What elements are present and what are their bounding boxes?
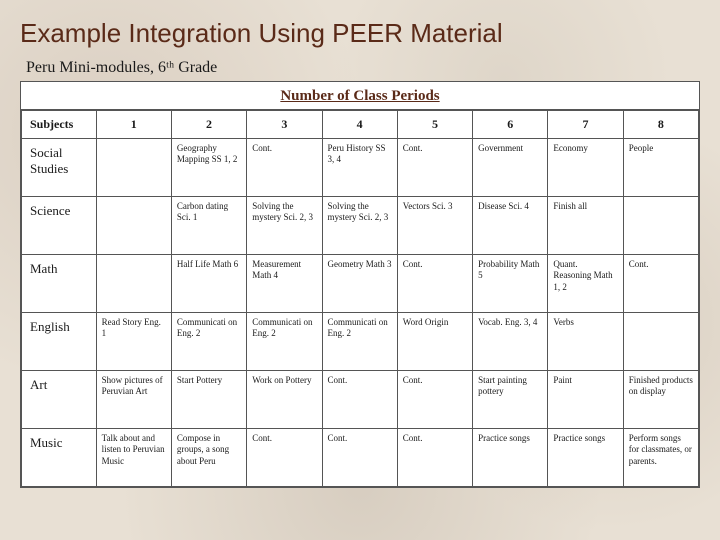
data-cell: Peru History SS 3, 4 [322,139,397,197]
subject-cell: Social Studies [22,139,97,197]
integration-table: Subjects 1 2 3 4 5 6 7 8 Social Studies G… [21,110,699,487]
table-row: ScienceCarbon dating Sci. 1Solving the m… [22,197,699,255]
data-cell: Cont. [322,429,397,487]
data-cell: Practice songs [548,429,623,487]
data-cell: Measurement Math 4 [247,255,322,313]
data-cell: Word Origin [397,313,472,371]
data-cell: Start Pottery [171,371,246,429]
data-cell: Solving the mystery Sci. 2, 3 [247,197,322,255]
data-cell [96,255,171,313]
data-cell: Perform songs for classmates, or parents… [623,429,698,487]
data-cell: Cont. [397,139,472,197]
data-cell: Compose in groups, a song about Peru [171,429,246,487]
data-cell: Cont. [397,255,472,313]
data-cell: Carbon dating Sci. 1 [171,197,246,255]
subject-cell: Science [22,197,97,255]
table-row: ArtShow pictures of Peruvian ArtStart Po… [22,371,699,429]
page-subtitle: Peru Mini-modules, 6ᵗʰ Grade [26,59,700,77]
page-title: Example Integration Using PEER Material [20,18,700,49]
data-cell: Economy [548,139,623,197]
col-header-4: 4 [322,111,397,139]
table-row: EnglishRead Story Eng. 1Communicati on E… [22,313,699,371]
data-cell: Cont. [247,429,322,487]
data-cell: Probability Math 5 [473,255,548,313]
data-cell: Disease Sci. 4 [473,197,548,255]
data-cell: Start painting pottery [473,371,548,429]
data-cell: Work on Pottery [247,371,322,429]
data-cell: Communicati on Eng. 2 [247,313,322,371]
data-cell: Vectors Sci. 3 [397,197,472,255]
data-cell: Half Life Math 6 [171,255,246,313]
data-cell: Solving the mystery Sci. 2, 3 [322,197,397,255]
table-row: MusicTalk about and listen to Peruvian M… [22,429,699,487]
subject-cell: Art [22,371,97,429]
data-cell: Practice songs [473,429,548,487]
data-cell [96,197,171,255]
data-cell: Cont. [397,429,472,487]
data-cell: Talk about and listen to Peruvian Music [96,429,171,487]
data-cell: Communicati on Eng. 2 [322,313,397,371]
data-cell: Read Story Eng. 1 [96,313,171,371]
table-container: Number of Class Periods Subjects 1 2 3 4… [20,81,700,488]
data-cell: Finished products on display [623,371,698,429]
table-row: Social StudiesGeography Mapping SS 1, 2C… [22,139,699,197]
periods-header: Number of Class Periods [21,82,699,110]
data-cell [623,197,698,255]
table-header-row: Subjects 1 2 3 4 5 6 7 8 [22,111,699,139]
data-cell: Verbs [548,313,623,371]
data-cell: Vocab. Eng. 3, 4 [473,313,548,371]
data-cell: Finish all [548,197,623,255]
data-cell: Quant. Reasoning Math 1, 2 [548,255,623,313]
col-header-1: 1 [96,111,171,139]
data-cell: Government [473,139,548,197]
col-header-subjects: Subjects [22,111,97,139]
table-row: Math Half Life Math 6Measurement Math 4Ge… [22,255,699,313]
col-header-7: 7 [548,111,623,139]
data-cell: Show pictures of Peruvian Art [96,371,171,429]
subject-cell: Music [22,429,97,487]
col-header-8: 8 [623,111,698,139]
data-cell: Geography Mapping SS 1, 2 [171,139,246,197]
col-header-3: 3 [247,111,322,139]
data-cell: Paint [548,371,623,429]
data-cell: Cont. [397,371,472,429]
subject-cell: English [22,313,97,371]
data-cell: Geometry Math 3 [322,255,397,313]
data-cell: Cont. [623,255,698,313]
data-cell: People [623,139,698,197]
data-cell: Cont. [247,139,322,197]
col-header-6: 6 [473,111,548,139]
col-header-2: 2 [171,111,246,139]
data-cell: Communicati on Eng. 2 [171,313,246,371]
data-cell [623,313,698,371]
subject-cell: Math [22,255,97,313]
data-cell: Cont. [322,371,397,429]
data-cell [96,139,171,197]
col-header-5: 5 [397,111,472,139]
